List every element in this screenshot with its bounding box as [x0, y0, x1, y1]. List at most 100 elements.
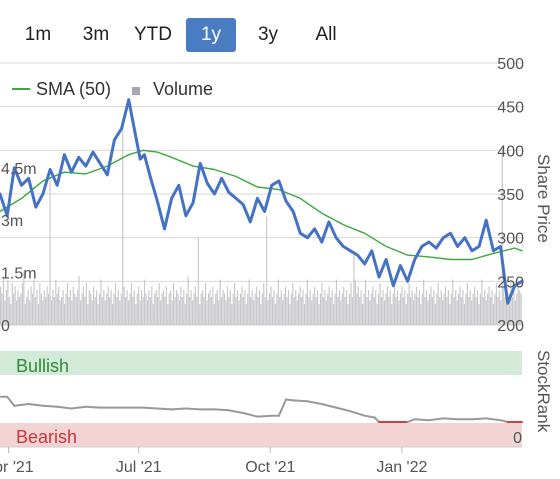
volume-bar: [376, 304, 378, 325]
volume-bar: [382, 290, 384, 325]
range-button-1m[interactable]: 1m: [24, 24, 52, 45]
volume-bar: [244, 290, 246, 325]
volume-bar: [222, 290, 224, 325]
volume-bar: [116, 297, 118, 325]
price-tick-label: 350: [497, 187, 524, 204]
volume-bar: [171, 300, 173, 325]
volume-bar: [302, 290, 304, 325]
stockrank-segment: [41, 404, 59, 408]
volume-bar: [196, 297, 198, 325]
volume-bar: [280, 290, 282, 325]
volume-bar: [58, 286, 60, 325]
volume-bar: [407, 293, 409, 325]
volume-bar: [440, 290, 442, 325]
volume-bar: [149, 297, 151, 325]
volume-bar: [84, 297, 86, 325]
volume-bar: [242, 297, 244, 325]
x-axis: Apr '21 Jul '21 Oct '21 Jan '22: [0, 446, 522, 476]
chart-legend[interactable]: SMA (50) Volume: [12, 79, 213, 99]
sma-line: [0, 149, 523, 261]
range-button-all[interactable]: All: [315, 24, 337, 45]
stockrank-segment: [470, 417, 488, 421]
volume-bar: [151, 286, 153, 325]
volume-bar: [114, 283, 117, 325]
volume-bar: [66, 283, 69, 325]
volume-bar: [26, 297, 28, 325]
volume-bar: [106, 293, 108, 325]
volume-bar: [296, 300, 298, 325]
stockrank-axis-title: StockRank: [534, 350, 553, 433]
volume-bar: [366, 297, 368, 325]
volume-bar: [132, 297, 134, 325]
volume-bar: [123, 286, 125, 325]
price-grid: [0, 62, 522, 326]
range-selector: 1m 3m YTD 1y 3y All: [0, 14, 380, 52]
range-button-ytd[interactable]: YTD: [134, 24, 172, 45]
stockrank-panel: Bullish Bearish 0 StockRank: [0, 350, 553, 447]
volume-bar: [175, 290, 178, 325]
x-tick-label: Apr '21: [0, 459, 34, 476]
volume-bar: [450, 293, 452, 325]
volume-bar: [103, 290, 105, 325]
volume-bar: [93, 286, 95, 325]
volume-bar: [324, 290, 326, 325]
volume-bar: [94, 297, 96, 325]
volume-bar: [251, 290, 253, 325]
volume-bar: [335, 279, 338, 325]
volume-bar: [447, 290, 450, 325]
volume-bar: [298, 293, 300, 325]
volume-bar: [431, 297, 434, 325]
volume-bar: [225, 300, 227, 325]
volume-bar: [90, 293, 92, 325]
volume-bar: [300, 297, 303, 325]
volume-bar: [110, 290, 112, 325]
volume-bar: [139, 300, 141, 325]
volume-bar: [46, 286, 48, 325]
volume-bar: [357, 286, 359, 325]
volume-bar: [45, 297, 47, 325]
volume-bar: [359, 297, 361, 325]
stockrank-segment: [184, 407, 202, 411]
range-button-3y[interactable]: 3y: [257, 24, 279, 45]
volume-bar: [14, 286, 16, 325]
range-button-3m[interactable]: 3m: [82, 24, 110, 45]
volume-bar: [97, 304, 99, 325]
volume-bar: [49, 178, 51, 325]
volume-bar: [239, 293, 242, 325]
volume-bar: [443, 293, 445, 325]
range-button-1y[interactable]: 1y: [186, 18, 236, 52]
stockrank-segment: [277, 398, 287, 417]
volume-bar: [200, 293, 202, 325]
volume-bar: [212, 286, 214, 325]
volume-bar: [17, 290, 19, 325]
volume-bar: [277, 279, 279, 325]
volume-bar: [11, 283, 13, 325]
volume-bar: [36, 290, 38, 325]
volume-bar: [174, 297, 176, 325]
volume-bar: [321, 283, 323, 325]
stockrank-segment: [213, 408, 230, 412]
volume-bar: [479, 293, 481, 325]
volume-bar: [395, 297, 397, 325]
volume-bar: [7, 279, 9, 325]
volume-bar: [213, 304, 215, 325]
volume-bar: [143, 279, 146, 325]
volume-bar: [458, 293, 460, 325]
stockrank-segment: [70, 405, 87, 410]
volume-bar: [282, 300, 284, 325]
volume-bar: [184, 304, 186, 325]
volume-bar: [191, 300, 194, 325]
volume-bar: [507, 304, 509, 325]
volume-bar: [418, 290, 420, 325]
stockrank-segment: [499, 419, 509, 423]
volume-bar: [463, 304, 466, 325]
stockrank-segment: [6, 395, 16, 407]
volume-bar: [129, 293, 131, 325]
x-tick-label: Oct '21: [245, 459, 295, 476]
stockrank-segment: [285, 398, 295, 402]
volume-bar: [261, 293, 263, 325]
volume-bar: [478, 304, 480, 325]
volume-bar: [308, 297, 310, 325]
volume-bar: [353, 255, 355, 325]
volume-bar: [340, 300, 342, 325]
